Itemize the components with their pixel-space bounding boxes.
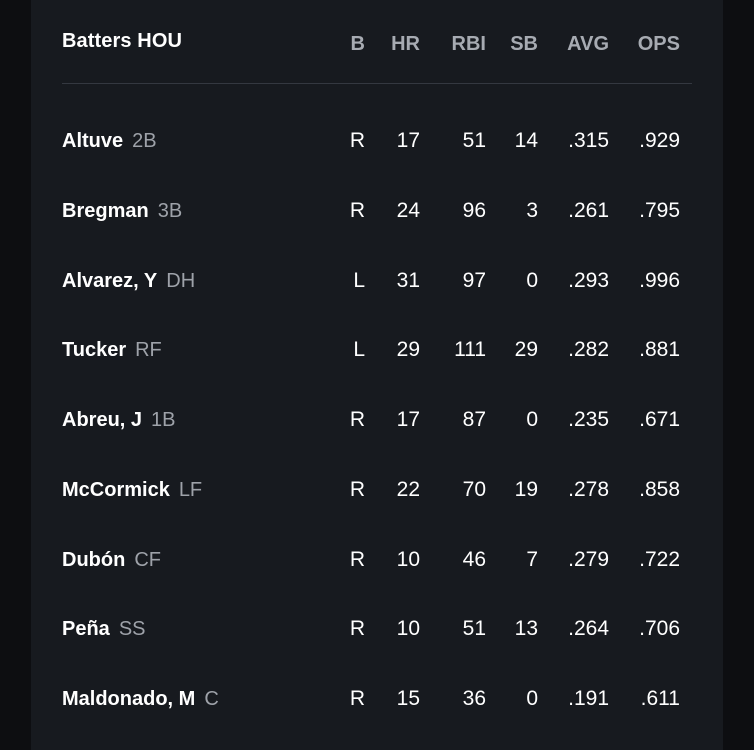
stat-sb: 14	[514, 129, 538, 152]
stat-rbi: 96	[462, 198, 486, 222]
player-name[interactable]: Tucker	[62, 339, 127, 362]
stat-rbi: 87	[462, 408, 486, 431]
player-name[interactable]: Alvarez, Y	[62, 269, 158, 292]
stat-avg: .278	[568, 477, 609, 501]
table-row[interactable]: Dubón CF R 10 46 7 .279 .722	[0, 527, 754, 597]
player-position: DH	[166, 269, 196, 292]
stat-rbi: 111	[454, 338, 486, 362]
stat-avg: .261	[568, 198, 609, 222]
stat-sb: 3	[526, 198, 538, 222]
stat-ops: .996	[639, 268, 680, 292]
stat-b: R	[349, 617, 365, 641]
stat-sb: 0	[526, 408, 538, 431]
stat-ops: .929	[639, 129, 680, 152]
player-name[interactable]: McCormick	[62, 478, 170, 501]
table-row[interactable]: Altuve 2B R 17 51 14 .315 .929	[0, 108, 754, 178]
stat-rbi: 36	[462, 687, 486, 710]
stat-b: R	[349, 408, 365, 431]
stat-ops: .795	[639, 198, 680, 222]
table-title: Batters HOU	[62, 30, 183, 52]
stat-ops: .611	[640, 687, 680, 710]
stat-sb: 7	[526, 547, 538, 571]
stat-hr: 10	[396, 617, 420, 641]
stat-b: R	[349, 687, 365, 710]
stat-b: R	[349, 129, 365, 152]
stat-sb: 0	[526, 687, 538, 710]
player-name[interactable]: Peña	[62, 618, 110, 641]
header-divider	[62, 83, 692, 84]
column-header-ops: OPS	[637, 33, 680, 55]
stat-hr: 29	[396, 338, 420, 362]
stat-avg: .235	[568, 408, 609, 431]
table-row[interactable]: McCormick LF R 22 70 19 .278 .858	[0, 457, 754, 527]
stat-sb: 13	[514, 617, 538, 641]
stat-ops: .881	[639, 338, 680, 362]
stat-hr: 17	[396, 408, 420, 431]
player-position: 1B	[151, 409, 176, 431]
player-name[interactable]: Altuve	[62, 130, 124, 152]
column-header-b: B	[350, 33, 365, 55]
player-position: 2B	[132, 130, 157, 152]
stat-rbi: 51	[462, 129, 486, 152]
stat-avg: .191	[568, 687, 609, 710]
table-header: Batters HOU	[62, 0, 692, 84]
stat-b: R	[349, 198, 365, 222]
stat-rbi: 70	[462, 477, 486, 501]
player-position: RF	[135, 339, 162, 362]
stat-hr: 31	[396, 268, 420, 292]
stat-avg: .264	[568, 617, 609, 641]
column-header-rbi: RBI	[451, 33, 486, 55]
player-name[interactable]: Dubón	[62, 548, 126, 571]
column-header-hr: HR	[391, 33, 420, 55]
stat-hr: 22	[396, 477, 420, 501]
table-row[interactable]: Peña SS R 10 51 13 .264 .706	[0, 596, 754, 666]
stat-rbi: 51	[462, 617, 486, 641]
stat-rbi: 46	[462, 547, 486, 571]
stat-hr: 10	[396, 547, 420, 571]
column-header-sb: SB	[510, 33, 538, 55]
stat-ops: .706	[639, 617, 680, 641]
player-position: C	[204, 688, 219, 710]
stat-b: R	[349, 547, 365, 571]
stat-sb: 19	[514, 477, 538, 501]
stat-sb: 29	[514, 338, 538, 362]
stat-avg: .282	[568, 338, 609, 362]
player-name[interactable]: Abreu, J	[62, 409, 143, 431]
stat-avg: .279	[568, 547, 609, 571]
stat-hr: 15	[396, 687, 420, 710]
table-row[interactable]: Tucker RF L 29 111 29 .282 .881	[0, 317, 754, 387]
player-name[interactable]: Maldonado, M	[62, 688, 196, 710]
table-row[interactable]: Abreu, J 1B R 17 87 0 .235 .671	[0, 387, 754, 457]
player-name[interactable]: Bregman	[62, 199, 149, 222]
player-position: 3B	[157, 199, 183, 222]
player-position: SS	[118, 618, 146, 641]
stat-avg: .293	[568, 268, 609, 292]
stat-hr: 24	[396, 198, 420, 222]
stat-rbi: 97	[462, 268, 486, 292]
column-header-avg: AVG	[567, 33, 609, 55]
stat-b: R	[349, 477, 365, 501]
player-position: LF	[178, 478, 203, 501]
stat-b: L	[353, 338, 365, 362]
stat-ops: .858	[639, 477, 680, 501]
stat-avg: .315	[568, 129, 609, 152]
player-position: CF	[134, 548, 161, 571]
stat-hr: 17	[396, 129, 420, 152]
stat-b: L	[353, 268, 365, 292]
table-row[interactable]: Maldonado, M C R 15 36 0 .191 .611	[0, 666, 754, 736]
table-row[interactable]: Bregman 3B R 24 96 3 .261 .795	[0, 178, 754, 248]
stat-sb: 0	[526, 268, 538, 292]
stat-ops: .671	[639, 408, 680, 431]
batters-panel	[31, 0, 723, 750]
table-row[interactable]: Alvarez, Y DH L 31 97 0 .293 .996	[0, 248, 754, 318]
stat-ops: .722	[639, 547, 680, 571]
